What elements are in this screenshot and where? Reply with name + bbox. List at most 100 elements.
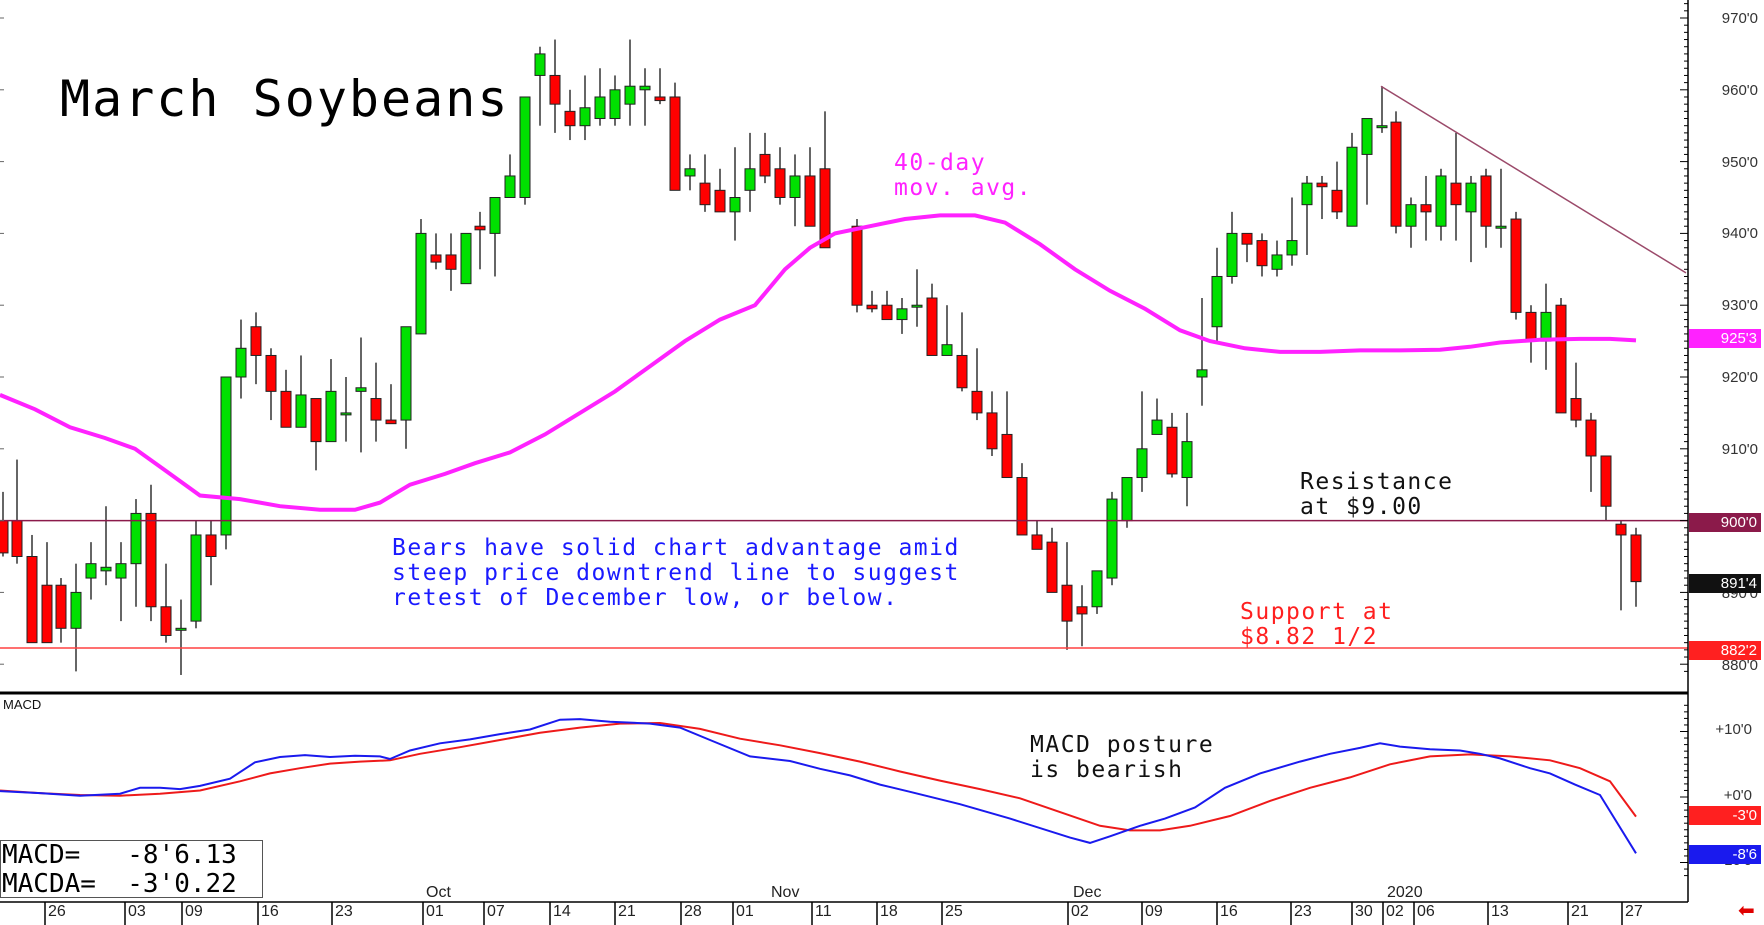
candle	[881, 290, 893, 321]
candle	[594, 68, 606, 126]
macd-readout: MACD= -8'6.13 MACDA= -3'0.22	[0, 840, 263, 899]
candle	[1241, 232, 1253, 263]
candle	[699, 154, 711, 212]
candle	[1555, 298, 1567, 414]
candle	[115, 542, 127, 622]
candle	[55, 578, 67, 643]
candle	[759, 132, 771, 184]
macd-line	[0, 718, 1637, 854]
candle	[1525, 305, 1537, 363]
candle	[1331, 161, 1343, 220]
macda-badge: -3'0	[1689, 806, 1761, 825]
candle	[971, 348, 983, 421]
candle	[1450, 132, 1462, 241]
candle	[489, 197, 501, 277]
candle	[100, 506, 112, 586]
candle	[280, 369, 292, 428]
moving-average-badge: 925'3	[1689, 329, 1761, 348]
candle	[325, 359, 337, 443]
candle	[896, 298, 908, 334]
x-date-label: 02	[1071, 903, 1089, 920]
x-date-label: 23	[1294, 903, 1312, 920]
candle	[911, 269, 923, 327]
candle	[235, 319, 247, 399]
candle	[1301, 175, 1313, 255]
macd-annotation: MACD posture is bearish	[1030, 732, 1215, 783]
x-axis-ticks	[44, 902, 1623, 925]
x-date-label: 25	[945, 903, 963, 920]
candle	[1316, 175, 1328, 220]
candle	[295, 355, 307, 428]
x-date-label: 01	[736, 903, 754, 920]
candle	[729, 147, 741, 241]
downtrend-line	[1380, 85, 1687, 274]
candle	[220, 376, 232, 550]
candle	[1405, 197, 1417, 248]
price-tick: 910'0	[1721, 441, 1758, 458]
macd-panel-label: MACD	[3, 697, 42, 712]
candle	[1076, 585, 1088, 647]
candle	[684, 154, 696, 191]
y-axis-ticks	[0, 3, 1688, 877]
scroll-left-arrow-icon[interactable]: ⬅	[1738, 900, 1755, 922]
candle	[579, 75, 591, 141]
candle	[85, 542, 97, 600]
x-month-label: Nov	[771, 884, 800, 901]
candle	[1001, 391, 1013, 479]
candle	[1600, 455, 1612, 521]
candle	[175, 599, 187, 675]
candle	[26, 534, 38, 644]
candle	[1061, 542, 1073, 650]
candle	[355, 337, 367, 453]
candle	[1136, 391, 1148, 492]
candle	[145, 484, 157, 622]
candle	[1570, 362, 1582, 428]
x-date-label: 07	[487, 903, 505, 920]
candle	[819, 111, 831, 249]
candle	[310, 398, 322, 471]
candle	[1196, 298, 1208, 406]
candle	[400, 326, 412, 449]
candle	[714, 168, 726, 213]
candle	[250, 312, 262, 385]
candle	[1271, 240, 1283, 277]
candle	[190, 520, 202, 629]
x-date-label: 13	[1491, 903, 1509, 920]
x-date-label: 30	[1355, 903, 1373, 920]
candle	[926, 283, 938, 356]
price-tick: 940'0	[1721, 225, 1758, 242]
x-date-label: 26	[48, 903, 66, 920]
candle	[1435, 168, 1447, 241]
candle	[1166, 412, 1178, 478]
candle	[1465, 175, 1477, 263]
x-date-label: 16	[261, 903, 279, 920]
candle	[956, 312, 968, 392]
candle	[654, 68, 666, 105]
candle	[415, 219, 427, 335]
price-tick: 880'0	[1721, 657, 1758, 674]
x-date-label: 28	[684, 903, 702, 920]
x-date-label: 21	[1571, 903, 1589, 920]
candle	[370, 362, 382, 442]
candle	[519, 96, 531, 205]
candle	[866, 290, 878, 313]
candle	[1151, 398, 1163, 435]
candle	[1495, 168, 1507, 248]
candle	[1346, 132, 1358, 227]
macd-readout-value: -8'6.13	[127, 840, 237, 870]
candle	[130, 499, 142, 607]
macda-readout-row: MACDA= -3'0.22	[2, 870, 262, 899]
candle	[639, 68, 651, 126]
candle	[1211, 247, 1223, 342]
candle	[0, 491, 9, 557]
candle	[744, 132, 756, 212]
x-date-label: 14	[553, 903, 571, 920]
candle	[1420, 175, 1432, 241]
macd-readout-row: MACD= -8'6.13	[2, 841, 262, 870]
moving-average-line	[0, 213, 1637, 512]
candle	[1106, 491, 1118, 586]
candle	[160, 563, 172, 643]
candle	[41, 542, 53, 644]
candle	[205, 520, 217, 586]
macd-badge: -8'6	[1689, 845, 1761, 864]
